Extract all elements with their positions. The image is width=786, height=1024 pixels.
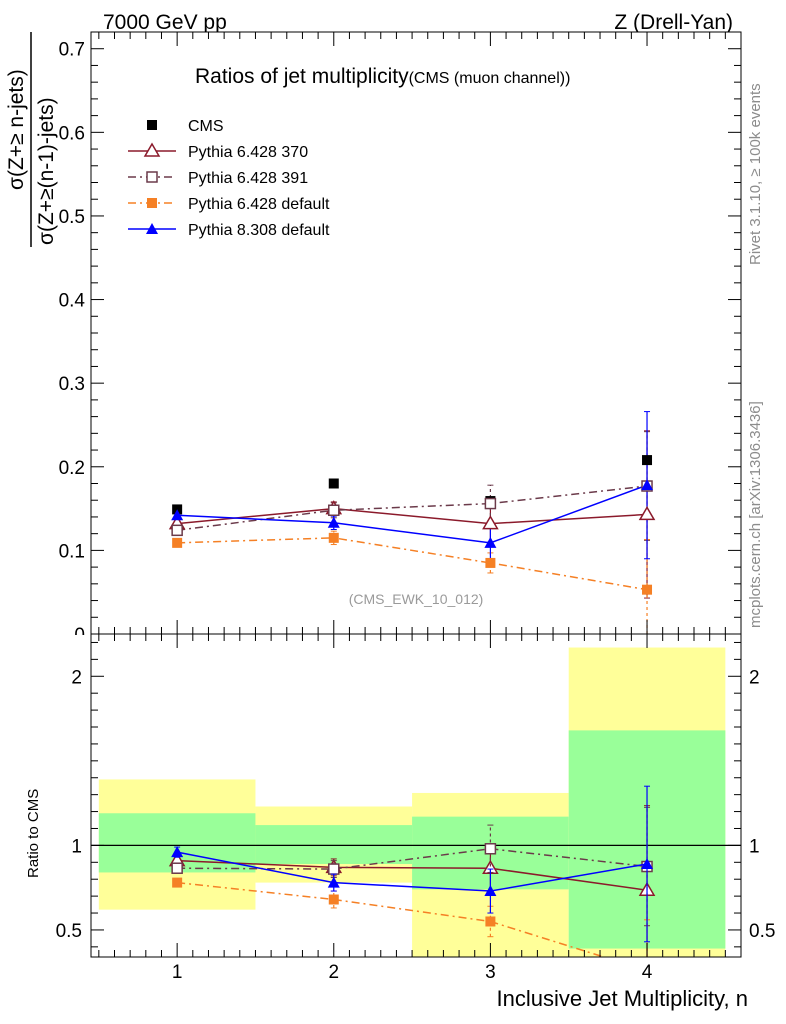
main-point-pythia-6-428-default (172, 537, 183, 548)
header-beam-label: 7000 GeV pp (103, 11, 227, 34)
ratio-point-pythia-8-308-default (327, 876, 340, 888)
main-point-pythia-6-428-391 (171, 524, 183, 537)
ratio-line-pythia-6-428-370 (177, 859, 648, 891)
ratio-point-pythia-6-428-default (328, 894, 339, 905)
ratio-axes: 0.5 0.5 1 1 2 2 1 2 3 4 (56, 633, 775, 983)
main-line-pythia-8-308-default (177, 484, 648, 544)
main-ytick-label: 0.4 (59, 291, 86, 312)
legend-marker-pythia-6-428-370 (143, 142, 161, 157)
legend-marker-cms (147, 120, 157, 130)
ratio-point-pythia-6-428-391 (328, 863, 340, 875)
xtick-label: 2 (328, 962, 339, 983)
legend-label-pythia-6-428-370: Pythia 6.428 370 (188, 144, 308, 161)
main-ytick-label: 0.2 (59, 458, 85, 479)
main-point-pythia-8-308-default (484, 536, 497, 548)
main-point-pythia-8-308-default (327, 516, 340, 528)
legend-label-pythia-6-428-default: Pythia 6.428 default (188, 196, 330, 213)
main-point-pythia-6-428-370 (482, 515, 499, 530)
analysis-tag: (CMS_EWK_10_012) (349, 591, 484, 607)
ratio-ytick-label-right: 2 (749, 667, 760, 688)
main-point-pythia-6-428-370 (638, 505, 656, 521)
mcplots-reference-label: mcplots.cern.ch [arXiv:1306.3436] (747, 401, 764, 628)
ratio-ytick-label-right: 0.5 (749, 921, 775, 942)
ratio-ytick-label: 0.5 (56, 921, 82, 942)
main-line-pythia-6-428-default (177, 537, 648, 591)
main-ytick-label: 0.1 (59, 541, 85, 562)
main-title-text: Ratios of jet multiplicity (195, 65, 409, 88)
main-point-pythia-6-428-default (328, 532, 339, 543)
main-ytick-label: 0.7 (59, 40, 85, 61)
header-process-label: Z (Drell-Yan) (614, 11, 733, 34)
main-ytick-label: 0.3 (59, 374, 85, 395)
ratio-ylabel: Ratio to CMS (25, 789, 42, 878)
main-title-subtitle: (CMS (muon channel)) (409, 70, 571, 87)
ratio-panel (91, 634, 741, 957)
main-point-pythia-6-428-391 (328, 504, 340, 517)
ratio-point-pythia-6-428-default (485, 916, 496, 927)
ratio-frame (90, 633, 742, 958)
main-line-pythia-6-428-391 (177, 485, 648, 532)
xtick-label: 4 (642, 962, 653, 983)
main-line-pythia-6-428-370 (177, 507, 648, 525)
main-ylabel-numerator: σ(Z+≥ n-jets) (5, 69, 28, 190)
ratio-ytick-label: 2 (71, 667, 82, 688)
main-zero-label-mask (61, 635, 89, 645)
main-ytick-label: 0.5 (59, 207, 85, 228)
main-series-layer (168, 411, 656, 634)
legend-marker-pythia-6-428-default (147, 198, 157, 208)
ratio-point-pythia-8-308-default (171, 846, 184, 858)
xtick-label: 3 (485, 962, 496, 983)
ratio-point-pythia-6-428-391 (484, 843, 497, 855)
main-point-pythia-6-428-391 (484, 497, 497, 510)
ratio-point-pythia-8-308-default (641, 857, 654, 869)
rivet-version-label: Rivet 3.1.10, ≥ 100k events (747, 83, 764, 265)
legend-label-pythia-6-428-391: Pythia 6.428 391 (188, 170, 308, 187)
main-ylabel-denominator: σ(Z+≥(n-1)-jets) (35, 97, 58, 245)
main-axes: 0.10.20.30.40.50.60.70 (59, 31, 742, 646)
ratio-band-green (255, 825, 413, 864)
main-point-pythia-8-308-default (641, 479, 654, 491)
main-point-pythia-8-308-default (171, 509, 184, 521)
x-axis-label: Inclusive Jet Multiplicity, n (497, 986, 748, 1011)
main-point-pythia-6-428-default (485, 557, 496, 568)
ratio-point-pythia-8-308-default (484, 885, 497, 897)
main-ytick-label: 0.6 (59, 123, 85, 144)
main-point-cms (642, 455, 653, 466)
xtick-label: 1 (172, 962, 183, 983)
main-title: Ratios of jet multiplicity(CMS (muon cha… (195, 65, 570, 88)
legend-label-pythia-8-308-default: Pythia 8.308 default (188, 222, 330, 239)
legend-marker-pythia-6-428-391 (146, 171, 158, 183)
legend: CMS Pythia 6.428 370 Pythia 6.428 391 Pythi… (128, 118, 330, 239)
main-point-cms (328, 478, 339, 489)
ratio-point-pythia-6-428-391 (171, 862, 183, 874)
ratio-point-pythia-6-428-default (172, 877, 183, 888)
legend-marker-pythia-8-308-default (146, 223, 158, 234)
ratio-line-pythia-8-308-default (177, 851, 648, 892)
main-point-pythia-6-428-default (642, 584, 653, 595)
legend-label-cms: CMS (188, 118, 224, 135)
ratio-ytick-label: 1 (71, 836, 82, 857)
ratio-line-pythia-6-428-default (177, 881, 605, 958)
ratio-line-pythia-6-428-391 (177, 848, 648, 870)
ratio-ytick-label-right: 1 (749, 836, 760, 857)
